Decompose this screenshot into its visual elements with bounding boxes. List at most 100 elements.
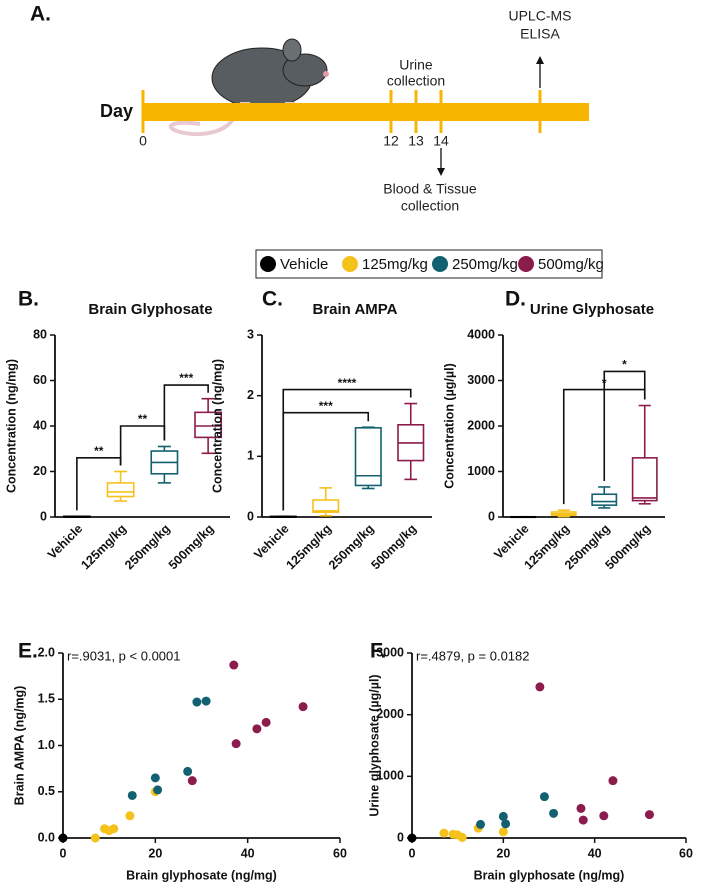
chart-title: Brain AMPA — [312, 301, 397, 318]
y-axis-label: Concentration (ng/mg) — [210, 359, 224, 493]
significance-label: *** — [179, 371, 193, 385]
point — [90, 833, 100, 843]
box — [312, 499, 340, 513]
x-tick-label: 60 — [679, 846, 693, 860]
legend-label: 500mg/kg — [538, 256, 604, 273]
panel-label: A. — [30, 3, 51, 26]
point — [501, 819, 511, 829]
significance-label: ** — [138, 412, 148, 426]
legend-swatch — [342, 256, 358, 272]
point — [535, 682, 545, 692]
legend-swatch — [518, 256, 534, 272]
chart-title: Brain Glyphosate — [88, 301, 212, 318]
point — [599, 811, 609, 821]
x-tick-label: 125mg/kg — [78, 522, 129, 573]
y-tick-label: 3 — [247, 327, 254, 341]
day-label: 14 — [433, 133, 449, 149]
point — [150, 773, 160, 783]
box — [354, 427, 382, 487]
tissue-note: Blood & Tissue — [383, 181, 477, 197]
panel-label: E. — [18, 640, 38, 663]
point — [231, 739, 241, 749]
point — [187, 776, 197, 786]
point — [457, 832, 467, 842]
x-tick-label: 40 — [241, 846, 255, 860]
x-tick-label: 40 — [588, 846, 602, 860]
y-tick-label: 3000 — [376, 645, 404, 659]
box — [194, 411, 223, 439]
point — [183, 766, 193, 776]
x-tick-label: 125mg/kg — [284, 522, 335, 573]
box — [631, 457, 658, 502]
x-axis-label: Brain glyphosate (ng/mg) — [474, 868, 625, 882]
significance-label: * — [622, 358, 627, 372]
significance-bracket — [282, 388, 412, 511]
y-axis-label: Urine glyphosate (µg/µl) — [367, 674, 381, 816]
y-tick-label: 2.0 — [38, 645, 55, 659]
timeline-bar — [143, 103, 589, 121]
point — [608, 776, 618, 786]
significance-label: **** — [338, 376, 357, 390]
annotation: r=.4879, p = 0.0182 — [416, 648, 529, 663]
y-tick-label: 2 — [247, 388, 254, 402]
y-tick-label: 0 — [40, 509, 47, 523]
annotation: r=.9031, p < 0.0001 — [67, 648, 180, 663]
y-tick-label: 0 — [397, 830, 404, 844]
y-tick-label: 0.5 — [38, 784, 55, 798]
y-tick-label: 2000 — [376, 707, 404, 721]
point — [476, 819, 485, 829]
significance-bracket — [603, 370, 646, 481]
x-tick-label: Vehicle — [491, 522, 531, 562]
point — [252, 724, 262, 734]
y-tick-label: 20 — [33, 464, 47, 478]
point — [644, 810, 654, 820]
y-axis-label: Concentration (ng/mg) — [4, 359, 18, 493]
y-tick-label: 0 — [488, 509, 495, 523]
point — [407, 833, 417, 843]
y-axis-label: Brain AMPA (ng/mg) — [12, 686, 26, 806]
arrow-head — [437, 168, 445, 176]
legend-swatch — [260, 256, 276, 272]
x-tick-label: 20 — [148, 846, 162, 860]
point — [109, 824, 119, 834]
point — [229, 660, 239, 670]
point — [549, 808, 559, 818]
mouse-ear — [282, 38, 302, 62]
legend-swatch — [432, 256, 448, 272]
arrow-head — [536, 56, 544, 64]
significance-label: *** — [319, 399, 333, 413]
point — [498, 811, 508, 821]
y-tick-label: 80 — [33, 327, 47, 341]
urine-note: collection — [387, 73, 445, 89]
panel-label: F. — [370, 640, 386, 663]
point — [153, 785, 163, 795]
x-tick-label: Vehicle — [45, 522, 85, 562]
point — [576, 803, 586, 813]
panel-label: B. — [18, 288, 39, 311]
point — [201, 696, 211, 706]
x-tick-label: Vehicle — [251, 522, 291, 562]
point — [498, 827, 508, 837]
y-axis-label: Concentration (µg/µl) — [442, 363, 456, 489]
point — [298, 702, 308, 712]
mouse-illustration — [168, 38, 329, 137]
day-label: 0 — [139, 133, 147, 149]
y-tick-label: 0 — [247, 509, 254, 523]
x-tick-label: 250mg/kg — [122, 522, 173, 573]
point — [261, 717, 271, 727]
point — [127, 790, 137, 800]
tissue-note: collection — [401, 198, 459, 214]
y-tick-label: 60 — [33, 373, 47, 387]
x-tick-label: 500mg/kg — [369, 522, 420, 573]
y-tick-label: 1.0 — [38, 738, 55, 752]
point — [192, 697, 202, 707]
significance-bracket — [163, 384, 209, 441]
y-tick-label: 40 — [33, 418, 47, 432]
day-label: 12 — [383, 133, 399, 149]
urine-note: Urine — [399, 57, 433, 73]
panel-label: C. — [262, 288, 283, 311]
analysis-note: UPLC-MS — [508, 8, 571, 24]
day-label: 13 — [408, 133, 424, 149]
mouse-nose — [323, 71, 329, 77]
